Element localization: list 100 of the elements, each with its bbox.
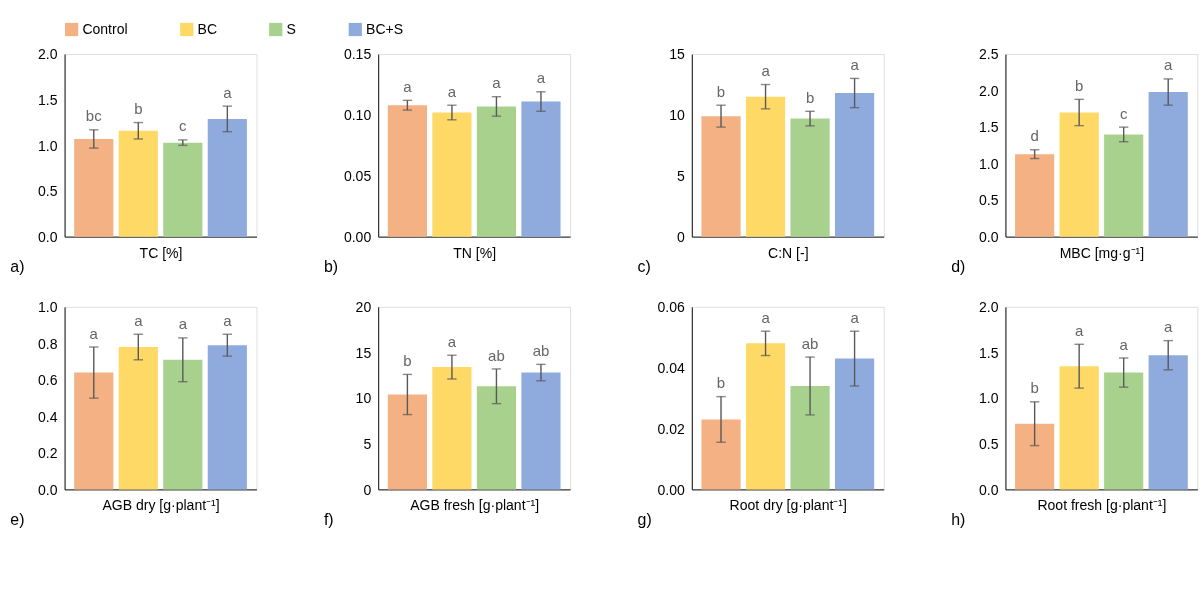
data-label: a <box>850 308 860 326</box>
data-label: ab <box>801 334 819 352</box>
bar <box>745 343 786 490</box>
y-tick-label: 0.02 <box>657 420 686 437</box>
legend-label: BC <box>197 21 218 38</box>
y-tick-label: 1.0 <box>978 390 999 407</box>
data-label: b <box>716 374 726 392</box>
data-label: a <box>178 315 188 333</box>
y-tick-label: 1.5 <box>978 119 999 136</box>
x-axis-title: TN [%] <box>453 244 497 261</box>
bar <box>207 345 247 490</box>
y-tick-label: 0.15 <box>343 46 372 63</box>
y-tick-label: 0.05 <box>343 167 372 184</box>
y-tick-label: 0.5 <box>38 183 58 200</box>
data-label: a <box>850 56 860 74</box>
bar <box>790 118 830 237</box>
data-label: a <box>761 62 771 80</box>
data-label: ab <box>488 346 505 364</box>
y-tick-label: 0 <box>677 228 686 245</box>
bar <box>207 118 247 237</box>
data-label: b <box>1075 76 1084 94</box>
y-tick-label: 15 <box>355 344 372 361</box>
y-tick-label: 0.06 <box>657 299 686 316</box>
bar <box>432 367 472 490</box>
data-label: b <box>403 351 412 369</box>
y-tick-label: 0.0 <box>978 481 999 498</box>
data-label: a <box>492 74 502 92</box>
x-axis-title: TC [%] <box>139 244 183 261</box>
bar <box>1148 92 1188 237</box>
y-tick-label: 0.4 <box>38 408 58 425</box>
data-label: bc <box>85 107 103 125</box>
bar <box>701 419 741 490</box>
y-tick-label: 0.0 <box>38 481 58 498</box>
bar <box>1059 112 1099 237</box>
text: d) <box>951 258 966 276</box>
text: a) <box>10 258 25 276</box>
data-label: c <box>179 117 188 135</box>
y-tick-label: 2.0 <box>978 299 999 316</box>
data-label: a <box>1164 56 1174 74</box>
y-tick-label: 5 <box>363 435 372 452</box>
x-axis-title: MBC [mg·g⁻¹] <box>1059 244 1145 261</box>
bar <box>1104 134 1144 237</box>
data-label: a <box>403 77 413 95</box>
y-tick-label: 0.0 <box>978 228 999 245</box>
bar <box>1104 372 1144 490</box>
bar <box>476 106 517 237</box>
y-tick-label: 0 <box>363 481 372 498</box>
x-axis-title: C:N [-] <box>768 244 809 261</box>
x-axis-title: Root fresh [g·plant⁻¹] <box>1037 497 1167 514</box>
x-axis-title: Root dry [g·plant⁻¹] <box>729 497 847 514</box>
bar <box>834 358 875 490</box>
data-label: a <box>1075 321 1084 339</box>
x-axis-title: AGB dry [g·plant⁻¹] <box>102 497 220 514</box>
y-tick-label: 15 <box>669 46 686 63</box>
data-label: b <box>1030 379 1039 397</box>
text: f) <box>323 510 334 528</box>
bar <box>1148 355 1188 490</box>
y-tick-label: 2.0 <box>978 82 999 99</box>
legend-label: S <box>286 21 296 38</box>
data-label: a <box>223 311 233 329</box>
data-label: c <box>1119 104 1128 122</box>
data-label: a <box>1164 318 1174 336</box>
y-tick-label: 1.5 <box>978 344 999 361</box>
bar <box>163 359 203 490</box>
legend-label: BC+S <box>366 21 404 38</box>
y-tick-label: 0.5 <box>978 192 999 209</box>
bar <box>387 105 427 237</box>
bar <box>118 347 158 490</box>
data-label: ab <box>532 341 550 359</box>
data-label: a <box>134 311 144 329</box>
y-tick-label: 1.0 <box>978 155 999 172</box>
bar <box>1059 366 1099 490</box>
y-tick-label: 1.5 <box>38 91 58 108</box>
y-tick-label: 0.2 <box>38 445 58 462</box>
bar <box>790 385 830 490</box>
data-label: b <box>716 82 726 100</box>
text: g) <box>637 510 652 528</box>
x-axis-title: AGB fresh [g·plant⁻¹] <box>410 497 540 514</box>
data-label: b <box>805 88 815 106</box>
bar <box>701 116 741 237</box>
y-tick-label: 20 <box>355 299 372 316</box>
y-tick-label: 1.0 <box>38 299 58 316</box>
y-tick-label: 0.5 <box>978 435 999 452</box>
y-tick-label: 0.00 <box>343 228 372 245</box>
data-label: a <box>536 69 546 87</box>
text: h) <box>951 510 966 528</box>
y-tick-label: 5 <box>677 167 686 184</box>
y-tick-label: 2.5 <box>978 46 999 63</box>
y-tick-label: 0.10 <box>343 107 372 124</box>
text: c) <box>637 258 651 276</box>
y-tick-label: 0.8 <box>38 335 58 352</box>
text: e) <box>10 510 25 528</box>
y-tick-label: 0.0 <box>38 228 58 245</box>
bar <box>521 101 561 237</box>
bar <box>163 142 203 237</box>
bar <box>387 394 427 490</box>
bar <box>745 96 786 237</box>
bar <box>1015 423 1055 490</box>
bar <box>1015 154 1055 237</box>
bar <box>476 386 517 490</box>
